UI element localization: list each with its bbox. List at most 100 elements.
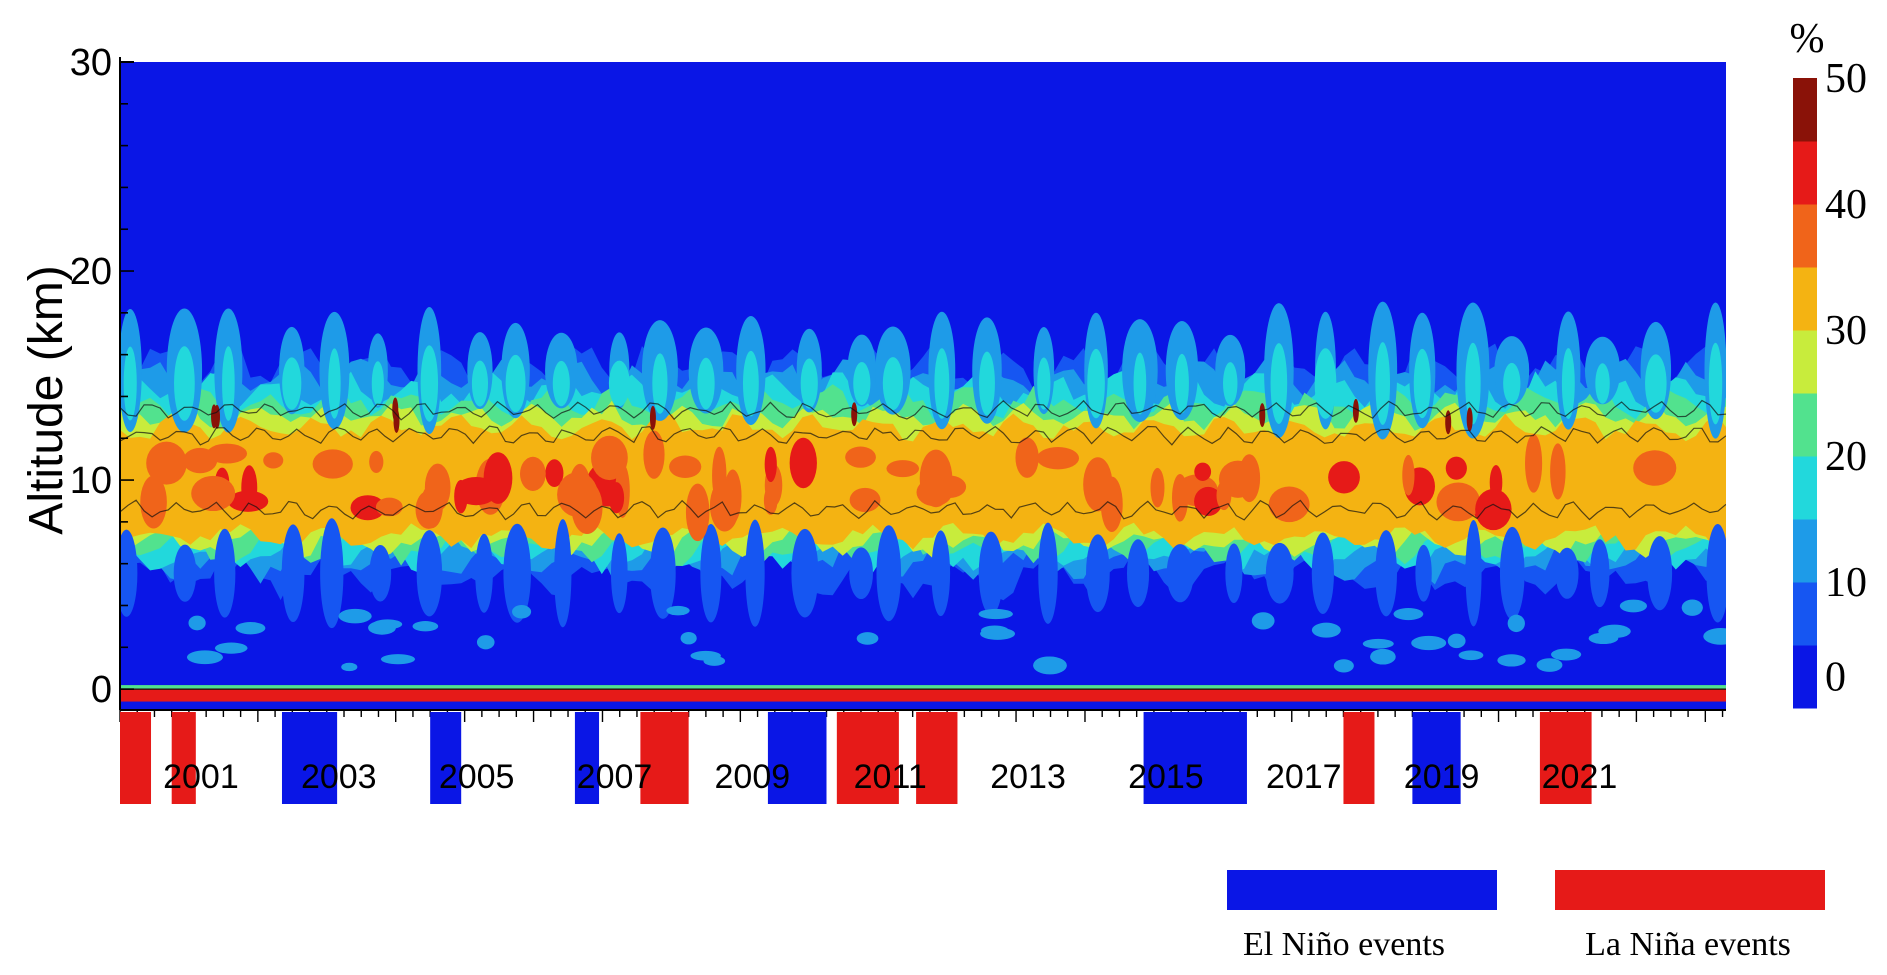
low-patch <box>412 621 439 632</box>
colorbar-tick-label: 0 <box>1825 655 1846 701</box>
surface-green <box>120 685 1726 690</box>
hot-spot <box>146 441 187 485</box>
low-patch <box>1333 659 1354 673</box>
peak-spot <box>1259 403 1266 428</box>
plume-lower <box>931 530 951 617</box>
hot-spot <box>1328 461 1360 494</box>
plume-core <box>934 348 950 419</box>
legend: El Niño events La Niña events <box>1227 870 1825 963</box>
low-patch <box>666 605 690 616</box>
el-nino-bar <box>1143 712 1247 804</box>
hot-spot <box>191 475 236 512</box>
plume-lower <box>1311 532 1334 614</box>
hot-spot <box>1550 443 1566 500</box>
plume-lower <box>650 527 676 619</box>
hot-spot <box>1525 433 1543 493</box>
low-patch <box>186 650 223 665</box>
colorbar-tick-label: 30 <box>1825 308 1867 354</box>
el-nino-bar <box>767 712 827 804</box>
plume-lower <box>1706 523 1726 623</box>
colorbar-tick-label: 10 <box>1825 560 1867 606</box>
hot-spot <box>1171 473 1189 522</box>
la-nina-bar <box>1343 712 1375 804</box>
hot-spot <box>369 450 384 473</box>
plume-lower <box>281 524 305 623</box>
el-nino-bar <box>281 712 338 804</box>
plume-lower <box>554 519 572 628</box>
plume-lower <box>369 544 392 602</box>
low-patch <box>1411 635 1447 651</box>
colorbar-tick-label: 50 <box>1825 56 1867 102</box>
hot-spot <box>1150 467 1165 508</box>
low-patch <box>380 654 416 665</box>
hot-spot <box>1475 488 1512 531</box>
x-tick-label: 2013 <box>990 758 1066 796</box>
plume-lower <box>214 528 236 618</box>
plume-lower <box>1038 522 1058 624</box>
plume-core <box>222 346 235 421</box>
hot-spot <box>1238 454 1261 503</box>
y-tick-label: 10 <box>70 460 112 502</box>
hot-spot <box>1036 446 1080 470</box>
plume-lower <box>978 531 1004 615</box>
plume-lower <box>1375 530 1397 617</box>
hot-spot <box>685 483 710 542</box>
hot-spot <box>1633 450 1677 486</box>
colorbar-segment <box>1793 393 1817 457</box>
low-patch <box>703 656 726 666</box>
plume-lower <box>849 547 873 600</box>
colorbar-segment <box>1793 330 1817 394</box>
low-patch <box>1551 648 1582 661</box>
hot-spot <box>545 459 564 488</box>
contour-field <box>120 301 1726 675</box>
plume-lower <box>1647 536 1673 611</box>
plume-lower <box>1589 539 1610 608</box>
low-patch <box>1393 607 1424 621</box>
plume-core <box>742 350 759 417</box>
hot-spot <box>764 446 777 483</box>
plume-lower <box>1555 547 1579 599</box>
x-tick-label: 2019 <box>1404 758 1480 796</box>
hot-spot <box>1402 454 1415 496</box>
la-nina-bar <box>1539 712 1592 804</box>
colorbar-segment <box>1793 645 1817 709</box>
hot-spot <box>350 495 386 521</box>
x-tick-label: 2003 <box>301 758 377 796</box>
peak-spot <box>649 405 656 430</box>
hot-spot <box>1445 456 1467 480</box>
plume-lower <box>173 544 197 602</box>
plume-lower <box>1465 520 1482 627</box>
low-patch <box>1497 654 1526 667</box>
hot-spot <box>1216 480 1232 511</box>
plume-core <box>800 358 818 409</box>
legend-la-nina-swatch <box>1555 870 1825 910</box>
plume-lower <box>610 533 628 614</box>
x-tick-label: 2021 <box>1542 758 1618 796</box>
plume-core <box>1270 343 1288 425</box>
plume-core <box>1503 362 1521 405</box>
hot-spot <box>643 430 665 479</box>
plume-core <box>1037 357 1051 410</box>
hot-spot <box>608 482 625 514</box>
low-patch <box>1619 599 1648 613</box>
peak-spot <box>393 408 400 433</box>
peak-spot <box>211 404 218 429</box>
contour-line <box>120 399 1726 421</box>
x-tick-label: 2007 <box>577 758 653 796</box>
y-axis-label: Altitude (km) <box>20 265 73 534</box>
contour-line <box>120 499 1726 521</box>
plume-core <box>1133 352 1147 415</box>
la-nina-bar <box>120 712 152 804</box>
plume-lower <box>745 519 765 627</box>
la-nina-bar <box>640 712 689 804</box>
hot-spot <box>182 447 218 474</box>
colorbar-tick-label: 20 <box>1825 434 1867 480</box>
plot-area <box>120 62 1726 710</box>
plume-core <box>882 357 904 410</box>
enso-event-bars <box>120 712 1592 804</box>
hot-spot <box>312 449 353 479</box>
el-nino-bar <box>430 712 462 804</box>
legend-el-nino-label: El Niño events <box>1243 926 1445 963</box>
x-tick-label: 2009 <box>715 758 791 796</box>
x-tick-label: 2001 <box>163 758 239 796</box>
